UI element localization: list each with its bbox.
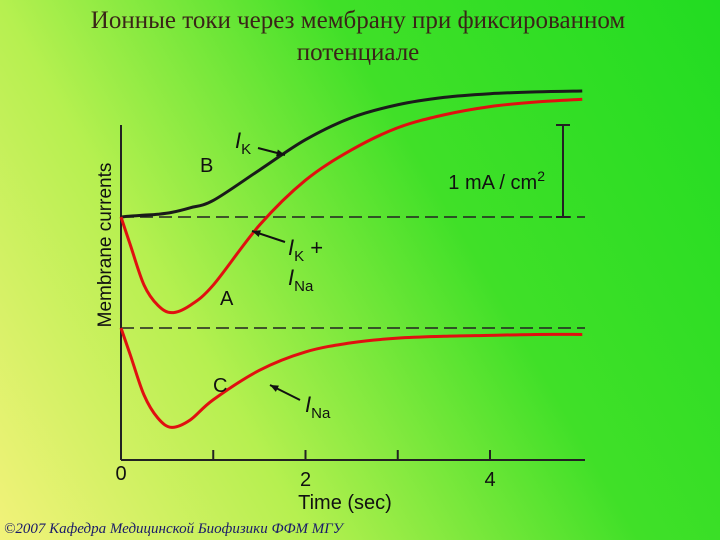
series-line bbox=[120, 89, 583, 219]
letter-label: B bbox=[200, 155, 213, 177]
x-tick-label: 4 bbox=[484, 469, 495, 491]
scale-label: 1 mA / cm2 bbox=[448, 168, 545, 194]
x-axis-label: Time (sec) bbox=[298, 492, 392, 514]
label-part: I bbox=[305, 392, 311, 417]
series-label: IK bbox=[235, 128, 251, 158]
label-part: Na bbox=[311, 405, 331, 422]
arrow-head bbox=[270, 385, 279, 392]
title-line: потенциале bbox=[297, 39, 420, 66]
y-axis-label: Membrane currents bbox=[95, 163, 116, 328]
label-part: K bbox=[294, 248, 304, 265]
arrow-head bbox=[276, 149, 285, 157]
x-tick-label: 0 bbox=[115, 463, 126, 485]
scale-label-sup: 2 bbox=[537, 168, 545, 184]
title-line: Ионные токи через мембрану при фиксирова… bbox=[91, 7, 626, 34]
footer: ©2007 Кафедра Медицинской Биофизики ФФМ … bbox=[4, 521, 345, 537]
series-label: IK + INa bbox=[288, 235, 323, 295]
label-part: I bbox=[288, 235, 294, 260]
label-part: K bbox=[241, 141, 251, 158]
label-part: I bbox=[235, 128, 241, 153]
series-label: INa bbox=[305, 392, 331, 422]
series-line bbox=[119, 97, 583, 315]
label-part: + bbox=[304, 235, 323, 260]
series-line bbox=[119, 327, 583, 429]
label-part: Na bbox=[294, 278, 314, 295]
arrow-head bbox=[252, 230, 261, 237]
letter-label: A bbox=[220, 288, 234, 310]
letter-label: C bbox=[213, 375, 227, 397]
scale-label-text: 1 mA / cm bbox=[448, 172, 537, 194]
label-part: I bbox=[288, 265, 294, 290]
x-tick-label: 2 bbox=[300, 469, 311, 491]
